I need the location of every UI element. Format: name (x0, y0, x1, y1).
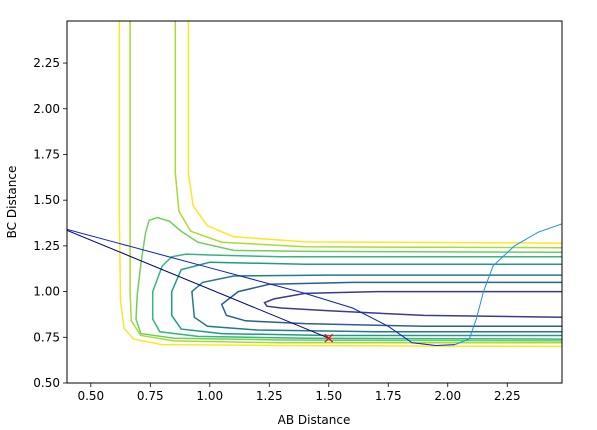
x-tick-label: 1.75 (375, 389, 402, 403)
contour-line-1 (263, 290, 562, 318)
trajectory-segment-3 (454, 223, 562, 346)
x-axis-label: AB Distance (278, 413, 351, 426)
contour-line-7 (174, 21, 562, 249)
contour-line-5 (151, 253, 562, 340)
y-tick-label: 0.50 (33, 376, 60, 390)
contour-line-3 (191, 274, 562, 333)
x-tick-label: 0.50 (77, 389, 104, 403)
trajectory-segment-1 (67, 229, 329, 339)
x-tick-label: 2.25 (494, 389, 521, 403)
plot-frame (66, 20, 563, 384)
y-tick-label: 1.25 (33, 239, 60, 253)
y-tick-label: 1.00 (33, 285, 60, 299)
contour-line-8 (129, 21, 562, 344)
y-tick-label: 2.25 (33, 56, 60, 70)
contour-line-4 (170, 261, 562, 337)
x-tick-label: 0.75 (137, 389, 164, 403)
marker-x-1 (324, 333, 334, 343)
contour-line-6 (135, 216, 562, 342)
y-tick-label: 1.50 (33, 193, 60, 207)
x-tick-label: 2.00 (434, 389, 461, 403)
trajectory-segment-2 (67, 228, 455, 347)
x-tick-label: 1.50 (315, 389, 342, 403)
plot-area (67, 21, 562, 348)
y-tick-label: 0.75 (33, 330, 60, 344)
x-tick-label: 1.25 (256, 389, 283, 403)
y-tick-label: 1.75 (33, 147, 60, 161)
contour-line-10 (118, 21, 562, 348)
y-tick-label: 2.00 (33, 102, 60, 116)
contour-line-9 (187, 21, 562, 244)
axes: 0.50 0.75 1.00 1.25 1.50 1.75 2.00 2.25 0.50 0.75… (33, 56, 520, 403)
x-tick-label: 1.00 (196, 389, 223, 403)
y-axis-label: BC Distance (5, 166, 19, 239)
contour-line-2 (220, 281, 562, 328)
